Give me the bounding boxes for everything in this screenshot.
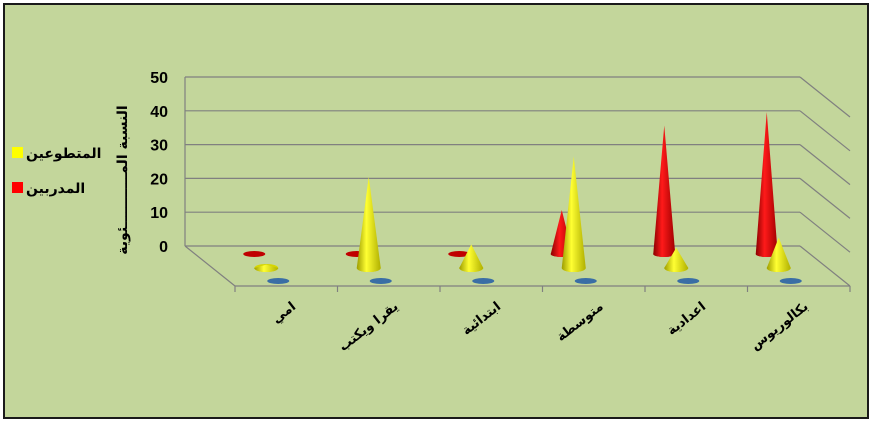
gridline-side <box>799 110 851 152</box>
cone-volunteers <box>254 264 279 272</box>
floor-left-edge <box>184 245 236 287</box>
chart-marks <box>243 112 802 284</box>
cone-base <box>369 278 392 284</box>
cone-trainers <box>755 112 778 257</box>
cone-trainers <box>653 125 676 257</box>
cone-volunteers <box>356 176 381 272</box>
cone-base <box>472 278 495 284</box>
chart-frame <box>3 3 869 419</box>
legend-label-volunteers: المتطوعين <box>26 146 101 162</box>
y-axis-label: النسبة المـــــــــــئوية <box>115 105 131 254</box>
y-tick-label: 30 <box>150 138 168 155</box>
cone-volunteers <box>766 237 791 272</box>
y-tick-label: 0 <box>159 239 168 256</box>
x-category-label: ابتدائية <box>460 299 504 338</box>
y-tick-label: 50 <box>150 70 168 87</box>
cone-base <box>779 278 802 284</box>
cone-volunteers <box>561 156 586 272</box>
y-tick-label: 20 <box>150 171 168 188</box>
cone-base <box>267 278 290 284</box>
legend-label-trainers: المدربين <box>26 181 85 197</box>
gridline-side <box>799 144 851 186</box>
y-axis-ticks: 0 10 20 30 40 50 <box>150 70 168 256</box>
cone-base <box>677 278 700 284</box>
cone-volunteers <box>664 247 689 272</box>
x-category-label: بكالوريوس <box>748 299 811 353</box>
y-tick-label: 40 <box>150 104 168 121</box>
y-tick-label: 10 <box>150 205 168 222</box>
x-axis-labels: امي يقرا ويكتب ابتدائية متوسطة اعدادية بكالور… <box>269 299 811 354</box>
cone-base <box>574 278 597 284</box>
gridline-side <box>799 76 851 118</box>
chart-floor <box>184 245 851 292</box>
gridline-side <box>799 211 851 253</box>
cone-base <box>448 251 471 257</box>
grid-lines <box>184 76 851 287</box>
gridline-side <box>799 245 851 287</box>
x-category-label: متوسطة <box>554 299 606 345</box>
legend-swatch-volunteers <box>12 147 23 158</box>
x-category-label: امي <box>269 299 298 327</box>
x-category-label: اعدادية <box>664 299 708 338</box>
legend-swatch-trainers <box>12 182 23 193</box>
cone-volunteers <box>459 244 484 272</box>
legend: المتطوعين المدربين <box>12 146 101 197</box>
x-category-label: يقرا ويكتب <box>336 299 401 354</box>
gridline-side <box>799 177 851 219</box>
cone-base <box>243 251 266 257</box>
